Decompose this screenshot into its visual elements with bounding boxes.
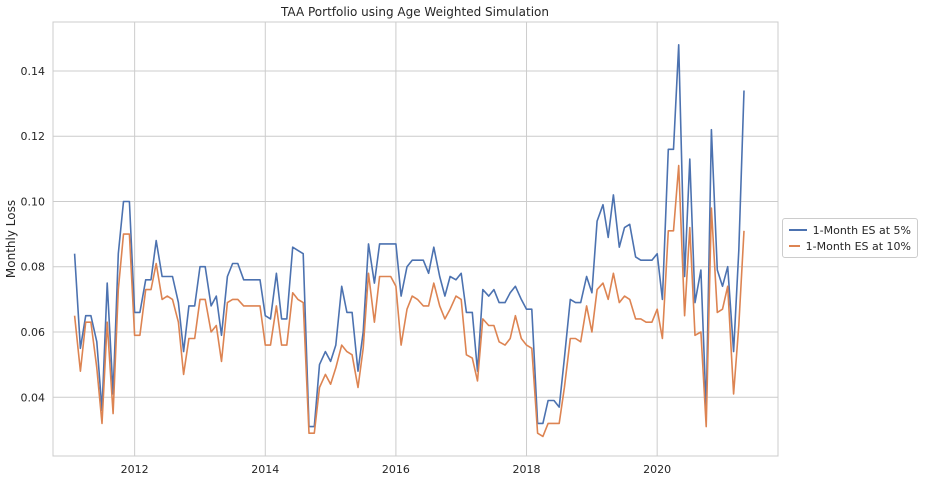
chart-title: TAA Portfolio using Age Weighted Simulat…: [280, 5, 549, 19]
grid-lines: [53, 22, 778, 456]
x-tick-label: 2018: [513, 463, 541, 476]
legend-label-2: 1-Month ES at 10%: [805, 239, 911, 253]
y-tick-label: 0.10: [21, 195, 46, 208]
legend-swatch-1: [789, 229, 807, 231]
y-tick-label: 0.04: [21, 391, 46, 404]
legend-swatch-2: [789, 245, 800, 247]
legend-entry-1: 1-Month ES at 5%: [789, 222, 911, 238]
x-tick-label: 2012: [121, 463, 149, 476]
series-lines: [73, 43, 745, 438]
series-line-1: [73, 43, 745, 428]
y-tick-label: 0.14: [21, 65, 46, 78]
series-line-2: [73, 164, 745, 438]
y-tick-label: 0.08: [21, 261, 46, 274]
y-axis-label: Monthly Loss: [4, 200, 18, 278]
tick-labels: 2012 2014 2016 2018 2020 0.04 0.06 0.08 0.10 0.12…: [21, 65, 672, 476]
x-tick-label: 2016: [382, 463, 410, 476]
x-tick-label: 2014: [251, 463, 279, 476]
plot-frame: [52, 21, 779, 457]
legend: 1-Month ES at 5% 1-Month ES at 10%: [782, 218, 918, 258]
legend-label-1: 1-Month ES at 5%: [812, 223, 911, 237]
y-tick-label: 0.06: [21, 326, 46, 339]
legend-entry-2: 1-Month ES at 10%: [789, 238, 911, 254]
x-tick-label: 2020: [643, 463, 671, 476]
y-tick-label: 0.12: [21, 130, 46, 143]
